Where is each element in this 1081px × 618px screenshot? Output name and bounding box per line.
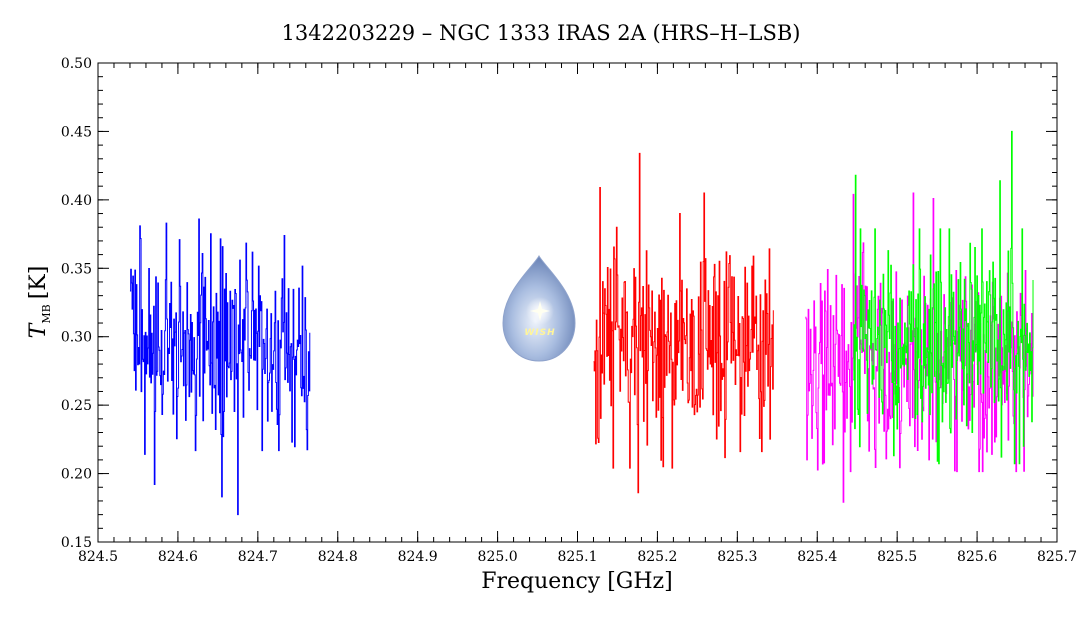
y-tick-labels: 0.15 0.20 0.25 0.30 0.35 0.40 0.45 0.50 bbox=[61, 56, 92, 551]
y-axis-label-main: T bbox=[26, 321, 51, 338]
wish-logo-label: WISH bbox=[524, 328, 555, 338]
x-tick-label: 825.5 bbox=[877, 549, 917, 565]
x-tick-label: 825.1 bbox=[557, 549, 597, 565]
x-tick-label: 825.4 bbox=[797, 549, 837, 565]
x-tick-label: 824.5 bbox=[78, 549, 118, 565]
x-tick-label: 825.7 bbox=[1037, 549, 1077, 565]
y-tick-label: 0.30 bbox=[61, 330, 92, 346]
x-tick-label: 825.3 bbox=[717, 549, 757, 565]
x-tick-label: 825.6 bbox=[957, 549, 997, 565]
series-4-line bbox=[853, 130, 1034, 465]
y-axis-label-sub: MB bbox=[40, 304, 53, 323]
series-1-line bbox=[129, 218, 311, 516]
x-tick-label: 825.0 bbox=[478, 549, 518, 565]
y-tick-label: 0.35 bbox=[61, 261, 92, 277]
x-tick-label: 824.6 bbox=[158, 549, 198, 565]
x-axis-label: Frequency [GHz] bbox=[481, 569, 673, 594]
x-tick-labels: 824.5 824.6 824.7 824.8 824.9 825.0 825.1 825.2… bbox=[78, 549, 1077, 565]
y-axis-label-unit: [K] bbox=[26, 266, 51, 300]
y-axis-label: TMB [K] bbox=[26, 266, 53, 339]
y-tick-label: 0.20 bbox=[61, 467, 92, 483]
y-tick-label: 0.25 bbox=[61, 398, 92, 414]
wish-star-icon bbox=[530, 301, 550, 321]
series-layer bbox=[129, 130, 1034, 516]
y-tick-label: 0.50 bbox=[61, 56, 92, 72]
x-tick-label: 824.7 bbox=[238, 549, 278, 565]
x-tick-label: 824.8 bbox=[318, 549, 358, 565]
wish-logo: WISH bbox=[502, 255, 576, 362]
x-tick-label: 824.9 bbox=[398, 549, 438, 565]
y-tick-label: 0.40 bbox=[61, 193, 92, 209]
plot-frame bbox=[97, 62, 1058, 543]
y-tick-label: 0.15 bbox=[61, 535, 92, 551]
series-2-line bbox=[593, 152, 774, 494]
chart-title: 1342203229 – NGC 1333 IRAS 2A (HRS–H–LSB… bbox=[282, 21, 801, 45]
y-tick-label: 0.45 bbox=[61, 124, 92, 140]
x-tick-label: 825.2 bbox=[637, 549, 677, 565]
